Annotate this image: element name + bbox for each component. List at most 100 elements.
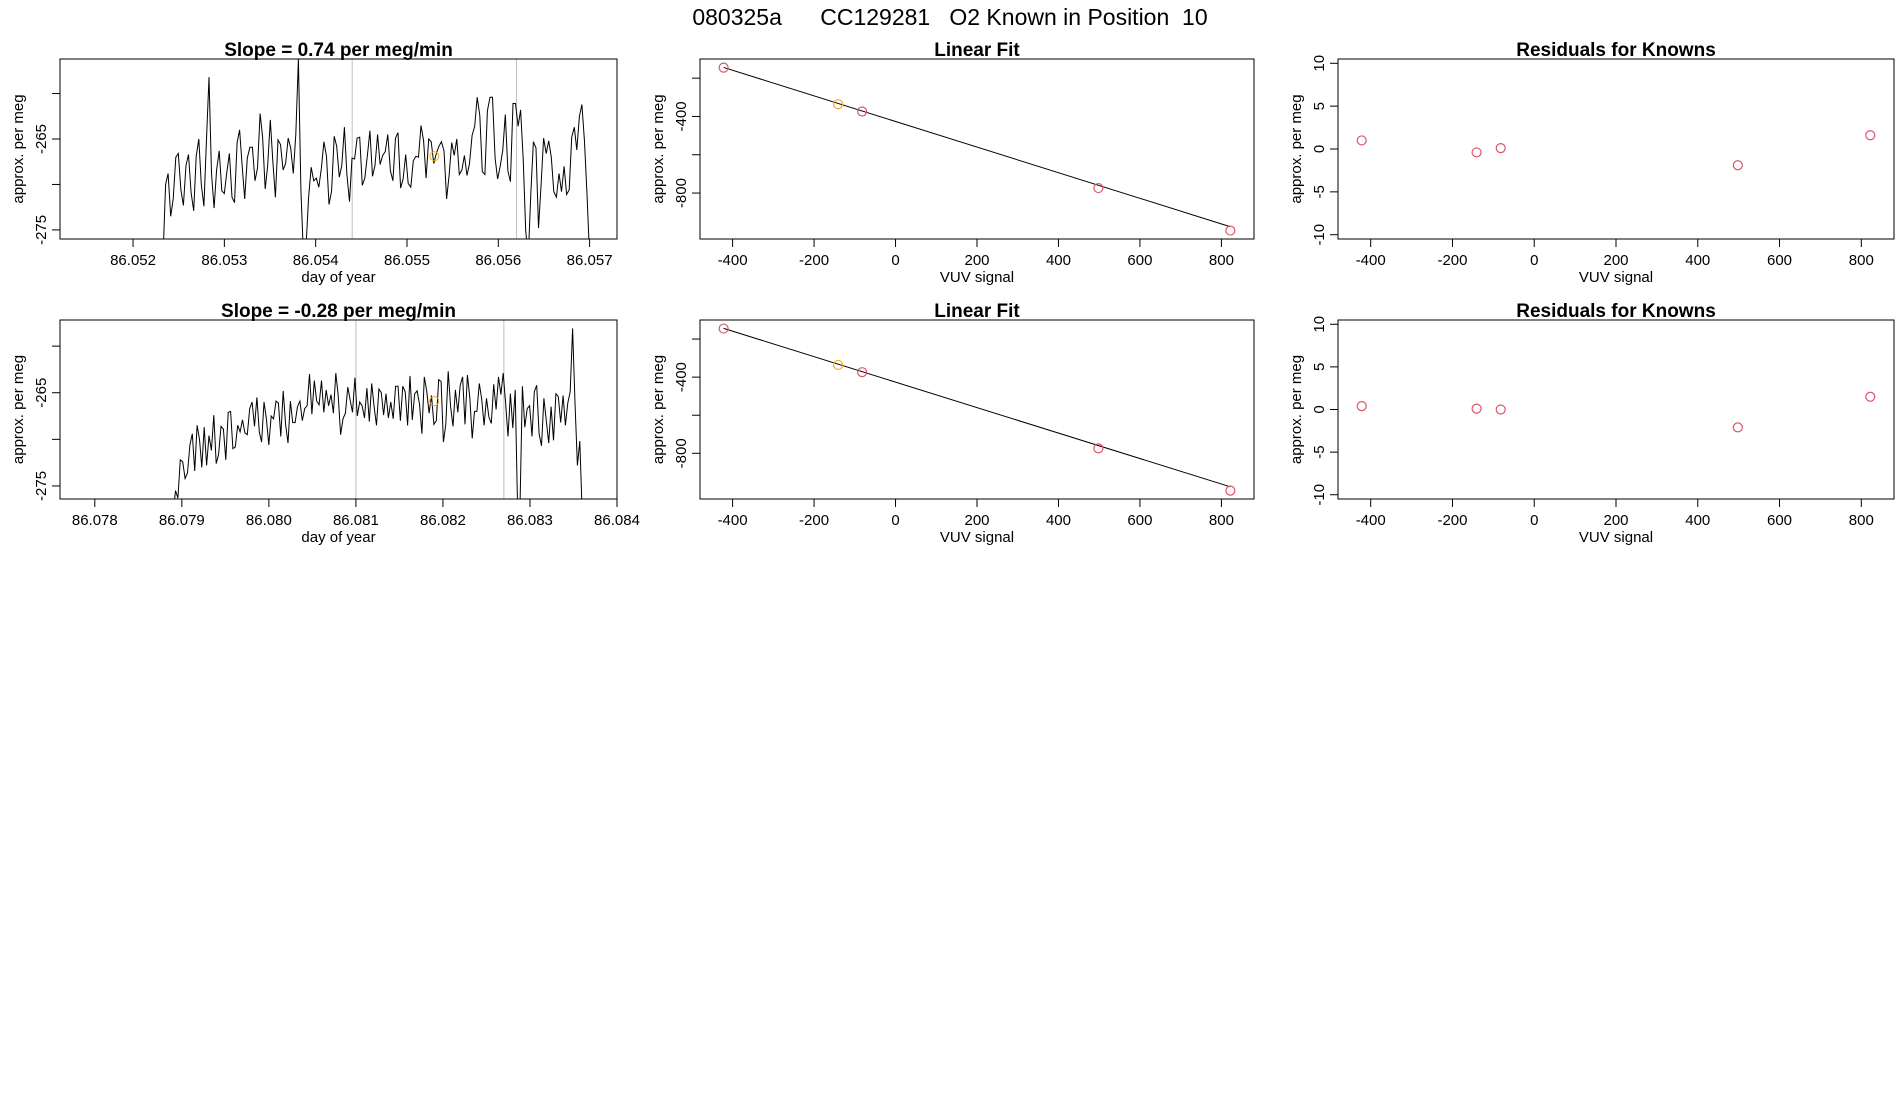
plot-frame [59,319,618,500]
y-tick-label: 10 [1311,316,1328,333]
x-tick-label: 200 [1603,512,1628,529]
y-tick-label: -10 [1311,224,1328,246]
x-tick-label: 86.078 [72,512,118,529]
x-tick-label: 800 [1849,512,1874,529]
x-tick-label: 600 [1127,512,1152,529]
x-tick-label: 86.056 [475,252,521,269]
x-tick-label: 800 [1849,252,1874,269]
y-tick-label: -400 [673,101,690,131]
x-tick-label: 400 [1046,252,1071,269]
panel-linear-fit-1: Linear Fit -400 -200 0 200 400 600 800 VUV signa… [650,40,1255,286]
panel-residuals-1: Residuals for Knowns -400 -200 0 200 400 600 80… [1288,40,1895,286]
x-tick-label: 600 [1127,252,1152,269]
y-tick-label: 0 [1311,405,1328,413]
x-tick-label: 600 [1767,252,1792,269]
x-axis-label: VUV signal [1579,269,1653,286]
x-axis-label: VUV signal [1579,529,1653,546]
x-tick-label: -200 [1437,512,1467,529]
y-tick-label: 5 [1311,102,1328,110]
data-point [1732,422,1743,433]
x-tick-label: 86.084 [594,512,640,529]
data-point [832,99,844,110]
x-tick-label: -200 [799,252,829,269]
panel-timeseries-2: Slope = -0.28 per meg/min 86.078 86.079 86.… [10,301,640,546]
chart-title: Linear Fit [934,40,1020,61]
y-tick-label: -5 [1311,445,1328,458]
x-tick-label: -400 [1356,512,1386,529]
x-tick-label: -400 [1356,252,1386,269]
y-axis-label: approx. per meg [10,355,27,464]
mean-marker [429,151,440,162]
data-point [1471,403,1482,414]
page-title: 080325a CC129281 O2 Known in Position 10 [692,4,1208,30]
data-point [1093,443,1104,454]
y-tick-label: -10 [1311,484,1328,506]
fit-line [723,66,1231,228]
chart-title: Residuals for Knowns [1516,40,1716,61]
data-point [1865,130,1876,141]
x-tick-label: 86.052 [110,252,156,269]
data-point [1225,485,1236,496]
data-point [1093,182,1104,194]
y-tick-label: -265 [33,378,50,408]
mean-marker [429,396,440,407]
y-tick-label: -800 [673,438,690,468]
x-tick-label: 600 [1767,512,1792,529]
data-point [718,323,729,334]
data-point [1356,400,1367,412]
data-point [1495,404,1506,415]
x-tick-label: 400 [1046,512,1071,529]
chart-title: Residuals for Knowns [1516,301,1716,322]
panel-residuals-2: Residuals for Knowns -400 -200 0 200 400 600 80… [1288,301,1895,546]
data-point [1225,225,1236,236]
x-axis-label: VUV signal [940,529,1014,546]
chart-title: Linear Fit [934,301,1020,322]
y-axis-label: approx. per meg [10,94,27,203]
y-axis-label: approx. per meg [1288,355,1305,464]
x-tick-label: 86.081 [333,512,379,529]
y-axis-label: approx. per meg [650,355,667,464]
data-point [857,367,868,378]
x-tick-label: 400 [1685,512,1710,529]
y-tick-label: -5 [1311,185,1328,198]
data-series-line [163,59,590,239]
x-tick-label: 86.079 [159,512,205,529]
x-tick-label: 800 [1209,512,1234,529]
y-tick-label: -400 [673,362,690,392]
chart-title: Slope = -0.28 per meg/min [221,301,456,322]
y-tick-label: -275 [33,215,50,245]
x-axis-label: day of year [301,529,375,546]
y-tick-label: 5 [1311,363,1328,371]
x-tick-label: 86.082 [420,512,466,529]
plot-frame [1337,319,1895,500]
y-axis-label: approx. per meg [650,94,667,203]
data-point [1865,391,1876,402]
y-tick-label: -275 [33,471,50,501]
y-tick-label: -265 [33,124,50,154]
x-tick-label: -400 [718,512,748,529]
data-point [718,62,729,73]
data-point [1471,147,1482,158]
x-tick-label: 800 [1209,252,1234,269]
data-point [832,359,844,371]
x-tick-label: -400 [718,252,748,269]
x-tick-label: 86.057 [567,252,613,269]
plot-grid: Slope = 0.74 per meg/min 86.052 86.053 86.0… [10,40,1895,546]
panel-timeseries-1: Slope = 0.74 per meg/min 86.052 86.053 86.0… [10,40,618,286]
fit-line [723,327,1231,488]
data-point [1732,160,1743,171]
y-axis-label: approx. per meg [1288,94,1305,203]
x-tick-label: 86.080 [246,512,292,529]
y-tick-label: 0 [1311,145,1328,153]
x-tick-label: 200 [964,512,989,529]
x-tick-label: 200 [1603,252,1628,269]
y-tick-label: -800 [673,178,690,208]
x-tick-label: 86.083 [507,512,553,529]
chart-title: Slope = 0.74 per meg/min [224,40,453,61]
plot-frame [1337,58,1895,240]
x-tick-label: 0 [891,252,899,269]
x-axis-label: day of year [301,269,375,286]
x-tick-label: 200 [964,252,989,269]
data-point [1495,143,1506,154]
x-axis-label: VUV signal [940,269,1014,286]
